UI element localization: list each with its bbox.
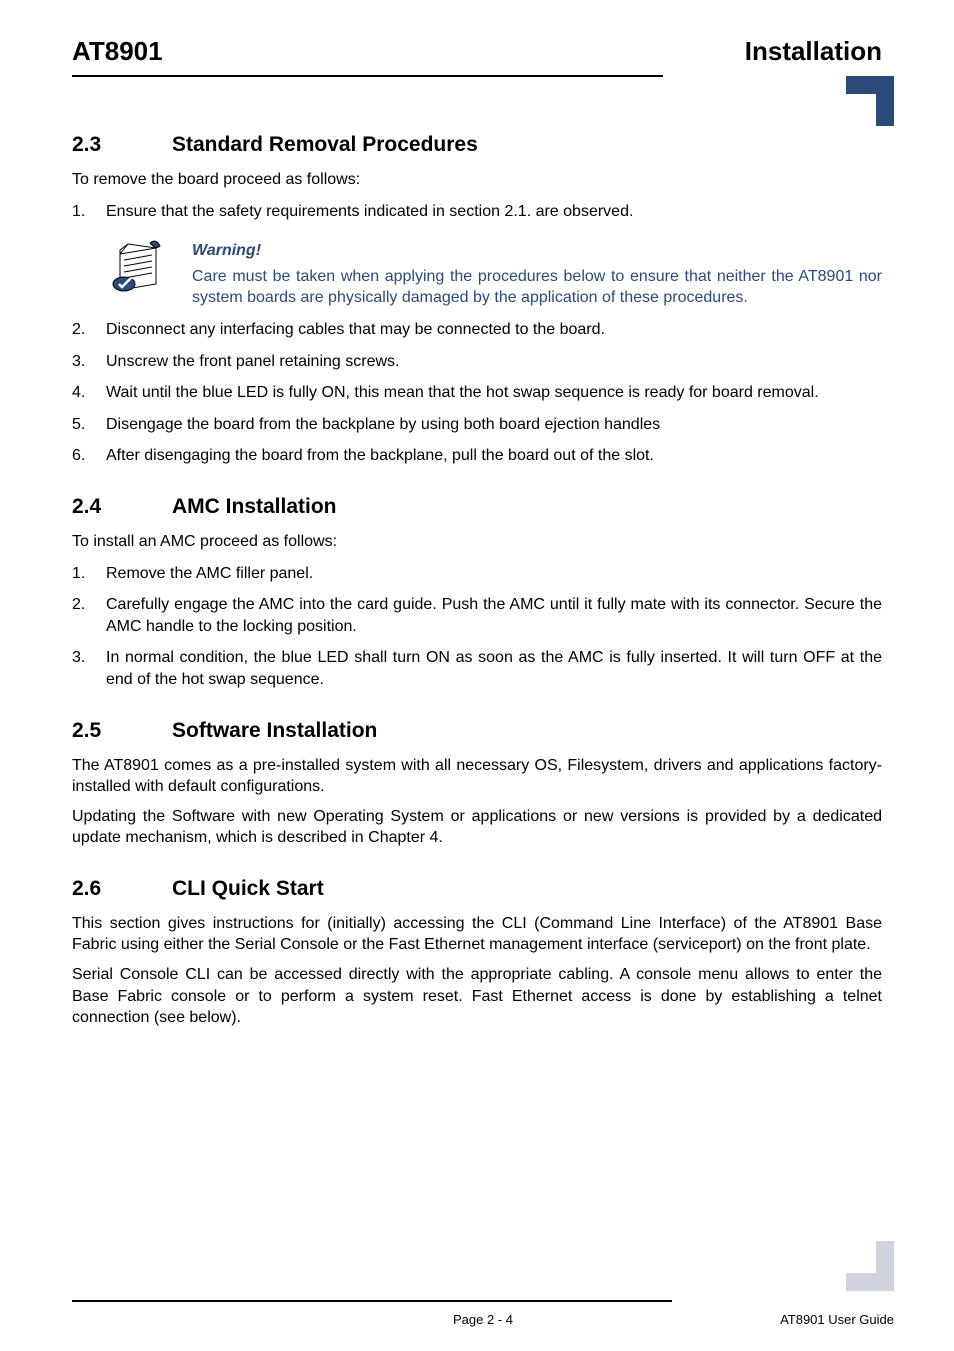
heading-row: 2.3 Standard Removal Procedures <box>72 133 882 157</box>
step-list-cont: Disconnect any interfacing cables that m… <box>72 319 882 467</box>
section-2-3: 2.3 Standard Removal Procedures To remov… <box>72 133 882 467</box>
heading-number: 2.6 <box>72 877 172 901</box>
page: AT8901 Installation 2.3 Standard Removal… <box>0 0 954 1351</box>
intro-text: To install an AMC proceed as follows: <box>72 531 882 553</box>
section-2-5: 2.5 Software Installation The AT8901 com… <box>72 719 882 849</box>
header-left: AT8901 <box>72 36 163 67</box>
heading-number: 2.3 <box>72 133 172 157</box>
step-list: Remove the AMC filler panel. Carefully e… <box>72 563 882 691</box>
corner-decoration-top <box>834 76 894 126</box>
heading-number: 2.5 <box>72 719 172 743</box>
heading-title: CLI Quick Start <box>172 877 324 901</box>
warning-body: Care must be taken when applying the pro… <box>192 266 882 309</box>
header-right: Installation <box>745 36 882 67</box>
heading-row: 2.4 AMC Installation <box>72 495 882 519</box>
step-item: Carefully engage the AMC into the card g… <box>72 594 882 637</box>
step-list: Ensure that the safety requirements indi… <box>72 201 882 223</box>
warning-text: Warning! Care must be taken when applyin… <box>192 240 882 309</box>
corner-decoration-bottom <box>834 1241 894 1291</box>
heading-title: Software Installation <box>172 719 377 743</box>
step-item: Ensure that the safety requirements indi… <box>72 201 882 223</box>
footer-center: Page 2 - 4 <box>72 1312 894 1327</box>
paragraph: This section gives instructions for (ini… <box>72 913 882 956</box>
corner-bar-h <box>846 1273 876 1291</box>
step-item: Remove the AMC filler panel. <box>72 563 882 585</box>
section-2-4: 2.4 AMC Installation To install an AMC p… <box>72 495 882 691</box>
header-rule <box>72 75 663 77</box>
footer-rule <box>72 1300 672 1302</box>
note-icon <box>106 240 174 296</box>
paragraph: The AT8901 comes as a pre-installed syst… <box>72 755 882 798</box>
corner-bar-h <box>846 76 876 94</box>
warning-title: Warning! <box>192 240 882 262</box>
intro-text: To remove the board proceed as follows: <box>72 169 882 191</box>
step-item: Unscrew the front panel retaining screws… <box>72 351 882 373</box>
corner-bar-v <box>876 1241 894 1291</box>
heading-title: AMC Installation <box>172 495 337 519</box>
heading-row: 2.5 Software Installation <box>72 719 882 743</box>
heading-row: 2.6 CLI Quick Start <box>72 877 882 901</box>
page-footer: Page 2 - 4 AT8901 User Guide <box>72 1300 894 1327</box>
heading-number: 2.4 <box>72 495 172 519</box>
warning-box: Warning! Care must be taken when applyin… <box>106 240 882 309</box>
step-item: Wait until the blue LED is fully ON, thi… <box>72 382 882 404</box>
step-item: Disengage the board from the backplane b… <box>72 414 882 436</box>
step-item: Disconnect any interfacing cables that m… <box>72 319 882 341</box>
step-item: After disengaging the board from the bac… <box>72 445 882 467</box>
paragraph: Serial Console CLI can be accessed direc… <box>72 964 882 1029</box>
step-item: In normal condition, the blue LED shall … <box>72 647 882 690</box>
page-header: AT8901 Installation <box>72 36 882 73</box>
heading-title: Standard Removal Procedures <box>172 133 478 157</box>
corner-bar-v <box>876 76 894 126</box>
section-2-6: 2.6 CLI Quick Start This section gives i… <box>72 877 882 1029</box>
paragraph: Updating the Software with new Operating… <box>72 806 882 849</box>
footer-row: Page 2 - 4 AT8901 User Guide <box>72 1312 894 1327</box>
